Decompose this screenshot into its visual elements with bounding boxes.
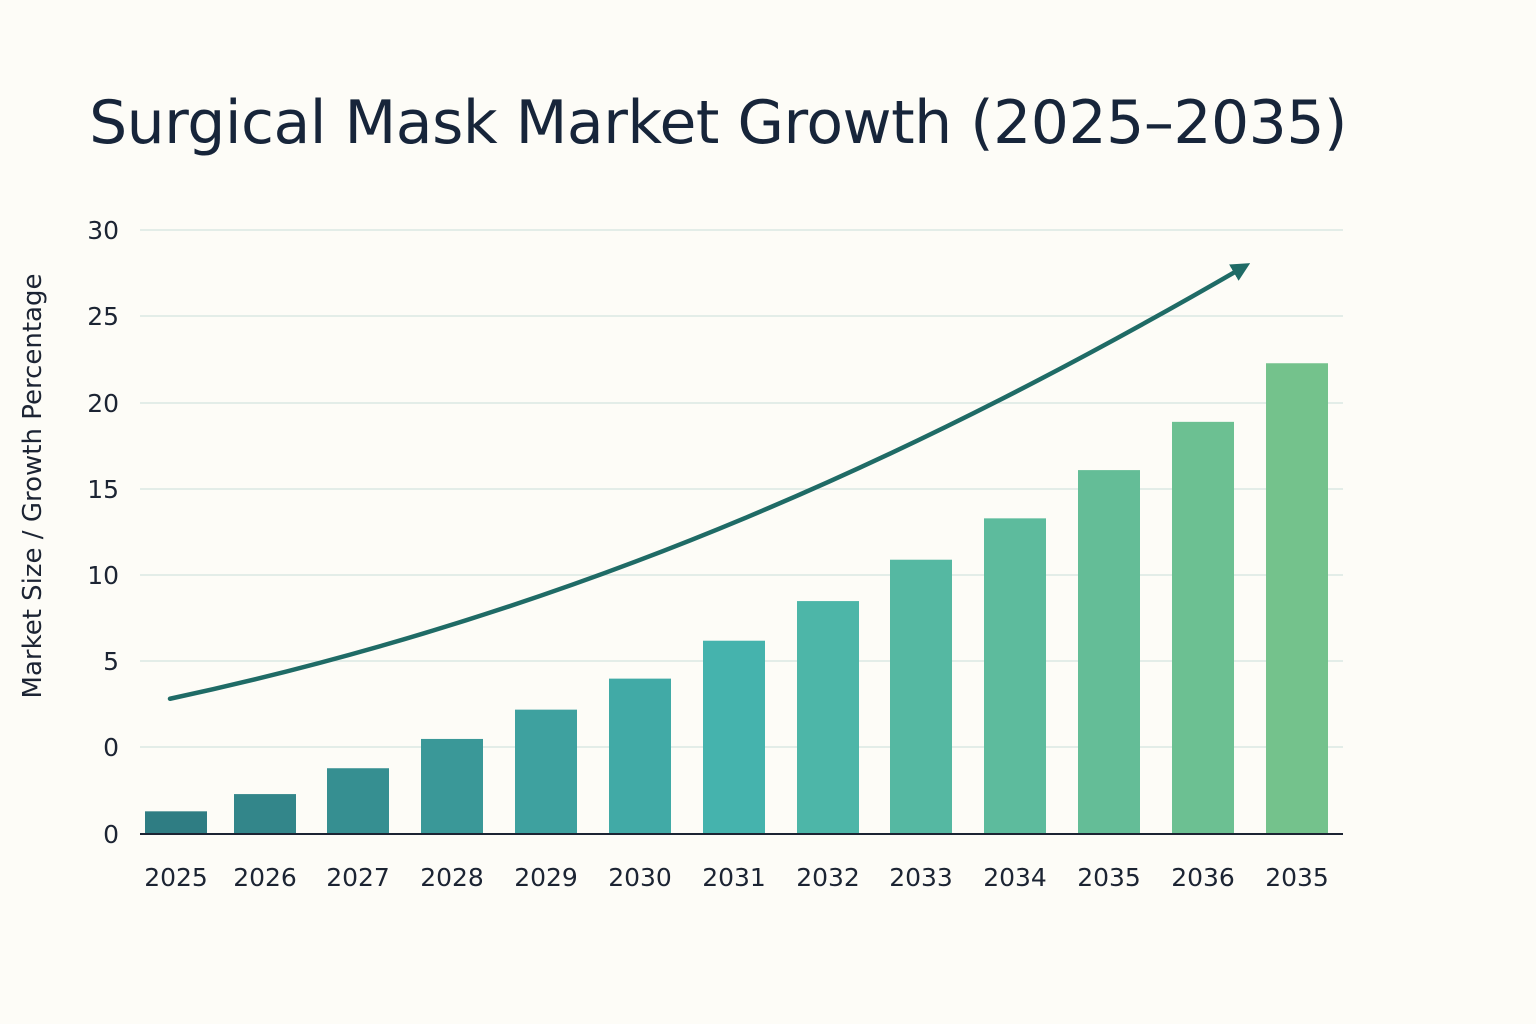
y-tick-label: 10: [87, 561, 119, 590]
bar: [421, 738, 483, 834]
bar: [327, 768, 389, 834]
y-tick-label: 20: [87, 389, 119, 418]
y-tick-label: 25: [87, 302, 119, 331]
x-tick-label: 2036: [1171, 863, 1235, 892]
bar: [797, 601, 859, 834]
x-tick-label: 2035: [1077, 863, 1141, 892]
x-tick-label: 2034: [983, 863, 1047, 892]
x-tick-label: 2025: [144, 863, 208, 892]
y-tick-label: 15: [87, 475, 119, 504]
y-tick-label: 0: [103, 820, 119, 849]
bar: [1172, 421, 1234, 834]
y-tick-label: 30: [87, 216, 119, 245]
x-tick-label: 2029: [514, 863, 578, 892]
x-tick-label: 2026: [233, 863, 297, 892]
bar: [703, 640, 765, 834]
y-tick-label: 0: [103, 733, 119, 762]
bar: [1266, 363, 1328, 834]
trend-arrow-group: [167, 263, 1251, 701]
bar: [145, 811, 207, 834]
x-tick-label: 2033: [889, 863, 953, 892]
chart-title: Surgical Mask Market Growth (2025–2035): [89, 88, 1347, 158]
y-tick-label: 5: [103, 647, 119, 676]
x-tick-label: 2030: [608, 863, 672, 892]
x-tick-label: 2028: [420, 863, 484, 892]
x-tick-label: 2031: [702, 863, 766, 892]
x-tick-label: 2032: [796, 863, 860, 892]
x-tick-label: 2035: [1265, 863, 1329, 892]
x-tick-label: 2027: [326, 863, 390, 892]
bar: [890, 559, 952, 834]
bars: [145, 363, 1328, 834]
bar: [515, 709, 577, 834]
trend-arrow: [167, 263, 1251, 701]
bar: [234, 794, 296, 834]
bar: [984, 518, 1046, 834]
y-axis-title: Market Size / Growth Percentage: [18, 274, 48, 699]
bar: [609, 678, 671, 834]
bar: [1078, 470, 1140, 834]
